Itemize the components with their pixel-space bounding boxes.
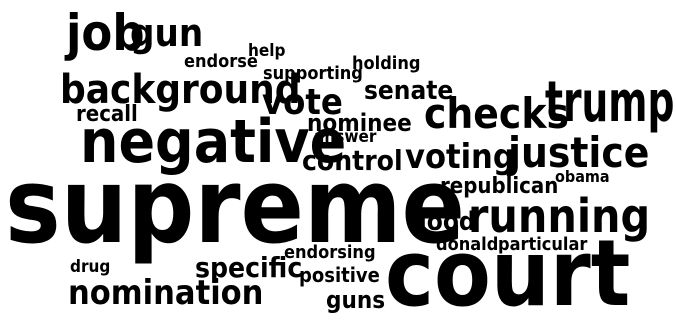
word-running: running — [468, 189, 651, 243]
word-negative: negative — [80, 107, 347, 177]
word-specific: specific — [195, 251, 303, 284]
word-control: control — [302, 144, 403, 177]
word-senate: senate — [364, 76, 454, 106]
word-answer: answer — [314, 127, 377, 147]
word-trump: trump — [545, 70, 675, 135]
word-endorse: endorse — [184, 51, 258, 72]
word-donald: donald — [436, 234, 499, 255]
word-supporting: supporting — [263, 63, 363, 84]
word-holding: holding — [352, 53, 421, 74]
word-drug: drug — [70, 257, 111, 277]
word-republican: republican — [440, 174, 559, 199]
word-gun: gun — [130, 11, 204, 55]
word-nominee: nominee — [307, 109, 412, 137]
word-job: job — [66, 4, 145, 62]
word-help: help — [248, 41, 286, 61]
word-background: background — [60, 67, 301, 113]
word-checks: checks — [424, 89, 569, 138]
word-nomination: nomination — [68, 273, 264, 313]
word-positive: positive — [299, 263, 380, 287]
word-recall: recall — [76, 102, 138, 127]
word-guns: guns — [326, 286, 386, 314]
word-court: court — [385, 220, 631, 320]
word-voting: voting — [405, 137, 515, 177]
word-justice: justice — [508, 128, 650, 177]
word-particular: particular — [498, 234, 588, 255]
word-endorsing: endorsing — [284, 242, 376, 263]
word-vote: vote — [262, 82, 343, 123]
word-obama: obama — [555, 167, 610, 186]
word-supreme: supreme — [5, 145, 465, 267]
word-good: good — [410, 207, 476, 237]
